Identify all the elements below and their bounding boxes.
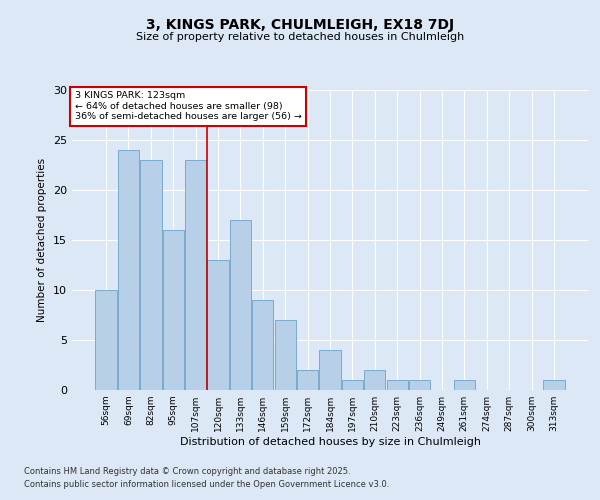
Bar [409,380,430,390]
Text: 3, KINGS PARK, CHULMLEIGH, EX18 7DJ: 3, KINGS PARK, CHULMLEIGH, EX18 7DJ [146,18,454,32]
Bar [230,220,251,390]
Bar [297,370,318,390]
Bar [208,260,229,390]
Bar [319,350,341,390]
Y-axis label: Number of detached properties: Number of detached properties [37,158,47,322]
Text: Size of property relative to detached houses in Chulmleigh: Size of property relative to detached ho… [136,32,464,42]
Bar [252,300,274,390]
Text: 3 KINGS PARK: 123sqm
← 64% of detached houses are smaller (98)
36% of semi-detac: 3 KINGS PARK: 123sqm ← 64% of detached h… [74,92,301,122]
Bar [364,370,385,390]
Bar [386,380,408,390]
X-axis label: Distribution of detached houses by size in Chulmleigh: Distribution of detached houses by size … [179,437,481,447]
Bar [454,380,475,390]
Bar [118,150,139,390]
Bar [95,290,117,390]
Bar [185,160,206,390]
Bar [543,380,565,390]
Text: Contains public sector information licensed under the Open Government Licence v3: Contains public sector information licen… [24,480,389,489]
Bar [342,380,363,390]
Text: Contains HM Land Registry data © Crown copyright and database right 2025.: Contains HM Land Registry data © Crown c… [24,467,350,476]
Bar [163,230,184,390]
Bar [275,320,296,390]
Bar [140,160,161,390]
